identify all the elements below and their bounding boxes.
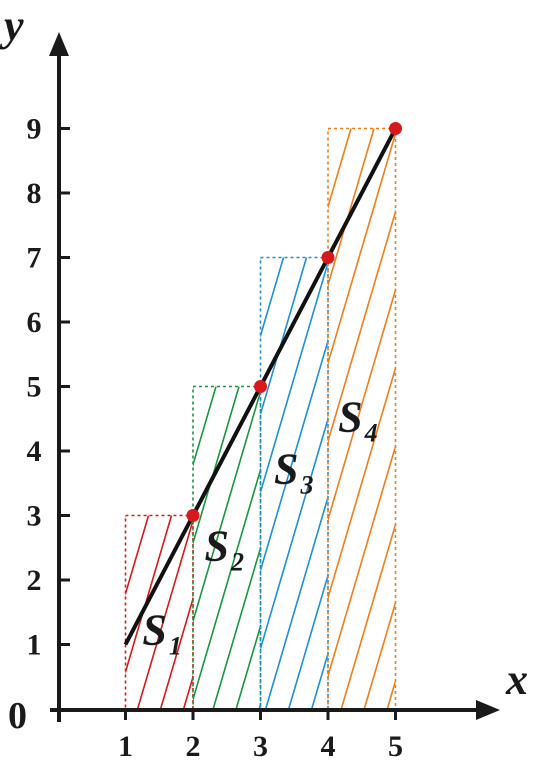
- area-label-layer: S1 S2 S3 S4: [142, 393, 377, 661]
- y-axis-title: y: [0, 1, 24, 50]
- hatch-line: [212, 545, 261, 709]
- origin-label: 0: [8, 695, 27, 737]
- x-axis-arrowhead: [476, 700, 500, 720]
- y-tick-label: 2: [27, 564, 42, 597]
- hatch-line: [328, 443, 396, 679]
- hatch-line: [363, 599, 396, 709]
- hatch-line: [125, 515, 127, 519]
- y-tick-label: 6: [27, 306, 42, 339]
- hatch-line: [136, 517, 193, 709]
- hatch-line: [335, 258, 468, 710]
- hatch-line: [260, 416, 328, 652]
- y-axis-arrowhead: [49, 32, 69, 56]
- hatch-line: [159, 595, 193, 709]
- hatch-line: [260, 257, 285, 339]
- hatch-line: [328, 287, 396, 523]
- hatch-lines: [193, 386, 261, 709]
- area-label-subscript: 1: [169, 632, 182, 661]
- area-rect-outline: [192, 385, 262, 710]
- hatch-line: [193, 386, 217, 468]
- hatch-line: [235, 623, 261, 709]
- hatch-line: [125, 515, 150, 597]
- area-label-subscript: 2: [230, 548, 244, 577]
- area-label-s4: S4: [338, 393, 377, 448]
- hatch-line: [193, 466, 261, 703]
- x-tick-label: 2: [186, 730, 201, 760]
- y-tick-label: 7: [27, 242, 42, 275]
- data-point: [321, 251, 335, 264]
- hatch-line: [260, 257, 308, 417]
- hatch-line: [328, 208, 396, 445]
- hatch-line: [287, 572, 328, 709]
- x-axis-title: x: [505, 655, 528, 704]
- area-rect-s2: [192, 385, 262, 710]
- data-point: [389, 122, 402, 135]
- x-tick-label: 5: [388, 730, 403, 760]
- point-layer: [186, 122, 402, 522]
- hatch-line: [310, 650, 328, 709]
- x-tick-label: 4: [321, 730, 336, 760]
- hatch-line: [260, 259, 328, 495]
- hatch-line: [193, 388, 261, 624]
- hatch-line: [264, 494, 328, 709]
- hatch-line: [386, 678, 396, 709]
- data-point: [186, 509, 200, 522]
- area-label-s1: S1: [142, 606, 181, 661]
- area-label-s2: S2: [204, 522, 243, 577]
- hatch-line: [193, 386, 240, 546]
- area-label-s3: S3: [274, 444, 313, 499]
- hatch-lines: [260, 257, 468, 710]
- hatch-line: [340, 521, 396, 709]
- area-label-subscript: 4: [364, 419, 378, 448]
- y-tick-label: 8: [27, 177, 42, 210]
- hatch-line: [260, 337, 328, 574]
- data-point: [254, 380, 267, 393]
- x-tick-label: 1: [118, 730, 133, 760]
- y-tick-label: 5: [27, 371, 42, 404]
- y-tick-label: 1: [27, 629, 42, 662]
- x-tick-label: 3: [253, 730, 268, 760]
- hatch-line: [410, 129, 534, 710]
- hatch-line: [328, 365, 396, 601]
- hatch-line: [328, 130, 396, 366]
- hatch-line: [193, 386, 194, 390]
- y-tick-label: 4: [27, 435, 42, 468]
- area-label-subscript: 3: [299, 470, 313, 499]
- y-tick-label: 3: [27, 500, 42, 533]
- y-tick-label: 9: [27, 113, 42, 146]
- tick-layer: 1 2 3 4 5 1 2 3 4 5 6 7 8 9: [27, 113, 404, 760]
